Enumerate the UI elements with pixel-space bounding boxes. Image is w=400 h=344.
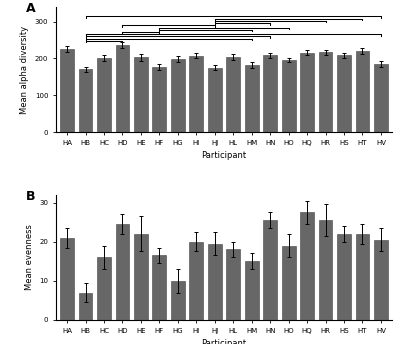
Bar [356, 234, 369, 320]
Bar [97, 257, 111, 320]
Bar [152, 67, 166, 132]
Bar [116, 45, 129, 132]
Bar [79, 69, 92, 132]
Text: B: B [26, 190, 35, 203]
Bar [97, 58, 111, 132]
Bar [208, 244, 222, 320]
Bar [356, 51, 369, 132]
Bar [300, 53, 314, 132]
Bar [282, 60, 296, 132]
Y-axis label: Mean alpha diversity: Mean alpha diversity [20, 25, 29, 114]
X-axis label: Participant: Participant [202, 151, 246, 160]
X-axis label: Participant: Participant [202, 339, 246, 344]
Y-axis label: Mean evenness: Mean evenness [25, 224, 34, 290]
Bar [208, 68, 222, 132]
Bar [319, 52, 332, 132]
Bar [337, 55, 351, 132]
Bar [374, 64, 388, 132]
Bar [245, 65, 259, 132]
Bar [226, 57, 240, 132]
Bar [374, 240, 388, 320]
Bar [79, 292, 92, 320]
Bar [116, 224, 129, 320]
Bar [226, 249, 240, 320]
Bar [60, 238, 74, 320]
Bar [171, 59, 185, 132]
Bar [263, 220, 277, 320]
Text: A: A [26, 2, 35, 15]
Bar [189, 56, 203, 132]
Bar [245, 261, 259, 320]
Bar [134, 57, 148, 132]
Bar [263, 55, 277, 132]
Bar [282, 246, 296, 320]
Bar [189, 241, 203, 320]
Bar [60, 49, 74, 132]
Bar [319, 220, 332, 320]
Bar [337, 234, 351, 320]
Bar [300, 212, 314, 320]
Bar [152, 255, 166, 320]
Bar [134, 234, 148, 320]
Bar [171, 281, 185, 320]
